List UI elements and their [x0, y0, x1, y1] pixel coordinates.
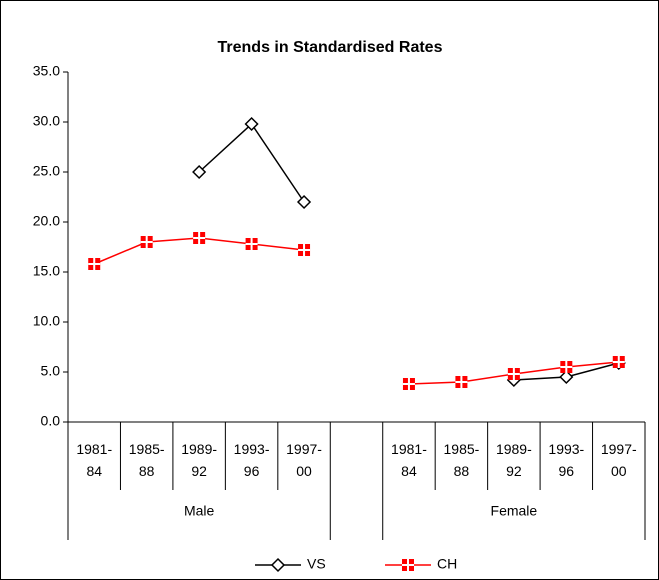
marker [507, 368, 520, 380]
y-tick-label: 30.0 [33, 113, 60, 129]
marker [560, 361, 573, 373]
marker [88, 258, 101, 270]
y-tick-label: 20.0 [33, 213, 60, 229]
legend-label: CH [437, 556, 457, 572]
x-tick-label: 1997-00 [601, 441, 637, 479]
marker [193, 232, 206, 244]
legend-marker [402, 559, 414, 571]
marker [245, 238, 258, 250]
x-tick-label: 1997-00 [286, 441, 322, 479]
legend-label: VS [307, 556, 326, 572]
y-tick-label: 0.0 [41, 413, 61, 429]
marker [244, 116, 259, 132]
marker [559, 369, 574, 385]
marker [455, 376, 468, 388]
y-tick-label: 15.0 [33, 263, 60, 279]
x-tick-label: 1989-92 [496, 441, 532, 479]
group-label: Male [184, 503, 215, 519]
x-tick-label: 1981-84 [76, 441, 112, 479]
y-tick-label: 10.0 [33, 313, 60, 329]
y-tick-label: 25.0 [33, 163, 60, 179]
x-tick-label: 1989-92 [181, 441, 217, 479]
y-tick-label: 5.0 [41, 363, 61, 379]
marker [140, 236, 153, 248]
chart-title: Trends in Standardised Rates [218, 39, 443, 56]
x-tick-label: 1993-96 [548, 441, 584, 479]
marker [296, 194, 312, 210]
x-tick-label: 1985-88 [444, 441, 480, 479]
group-label: Female [491, 503, 538, 519]
marker [192, 164, 207, 180]
marker [298, 244, 311, 256]
x-tick-label: 1993-96 [234, 441, 270, 479]
marker [402, 378, 415, 390]
x-tick-label: 1981-84 [391, 441, 427, 479]
marker [612, 356, 625, 368]
x-tick-label: 1985-88 [129, 441, 165, 479]
y-tick-label: 35.0 [33, 63, 60, 79]
legend-marker [270, 557, 286, 573]
